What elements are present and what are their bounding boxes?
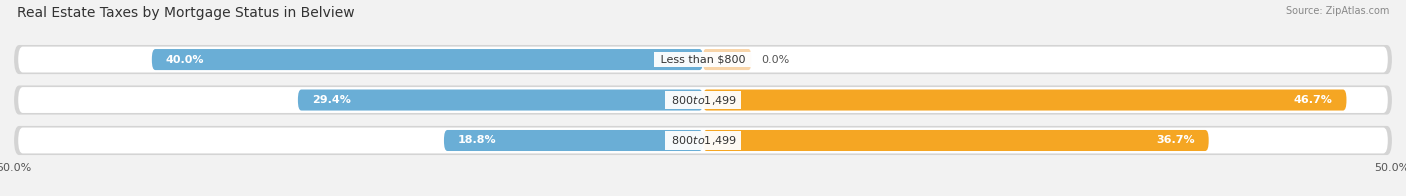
Text: $800 to $1,499: $800 to $1,499: [668, 134, 738, 147]
FancyBboxPatch shape: [18, 128, 1388, 153]
FancyBboxPatch shape: [703, 49, 751, 70]
Text: $800 to $1,499: $800 to $1,499: [668, 93, 738, 106]
Text: 0.0%: 0.0%: [761, 54, 789, 64]
FancyBboxPatch shape: [18, 47, 1388, 73]
Text: 29.4%: 29.4%: [312, 95, 350, 105]
Text: 40.0%: 40.0%: [166, 54, 204, 64]
FancyBboxPatch shape: [298, 90, 703, 111]
FancyBboxPatch shape: [14, 45, 1392, 74]
FancyBboxPatch shape: [703, 130, 1209, 151]
FancyBboxPatch shape: [14, 126, 1392, 155]
Text: Real Estate Taxes by Mortgage Status in Belview: Real Estate Taxes by Mortgage Status in …: [17, 6, 354, 20]
FancyBboxPatch shape: [18, 87, 1388, 113]
FancyBboxPatch shape: [444, 130, 703, 151]
FancyBboxPatch shape: [14, 85, 1392, 115]
FancyBboxPatch shape: [152, 49, 703, 70]
Text: 36.7%: 36.7%: [1156, 135, 1195, 145]
Text: 46.7%: 46.7%: [1294, 95, 1333, 105]
Text: 18.8%: 18.8%: [458, 135, 496, 145]
Text: Less than $800: Less than $800: [657, 54, 749, 64]
Text: Source: ZipAtlas.com: Source: ZipAtlas.com: [1285, 6, 1389, 16]
FancyBboxPatch shape: [703, 90, 1347, 111]
